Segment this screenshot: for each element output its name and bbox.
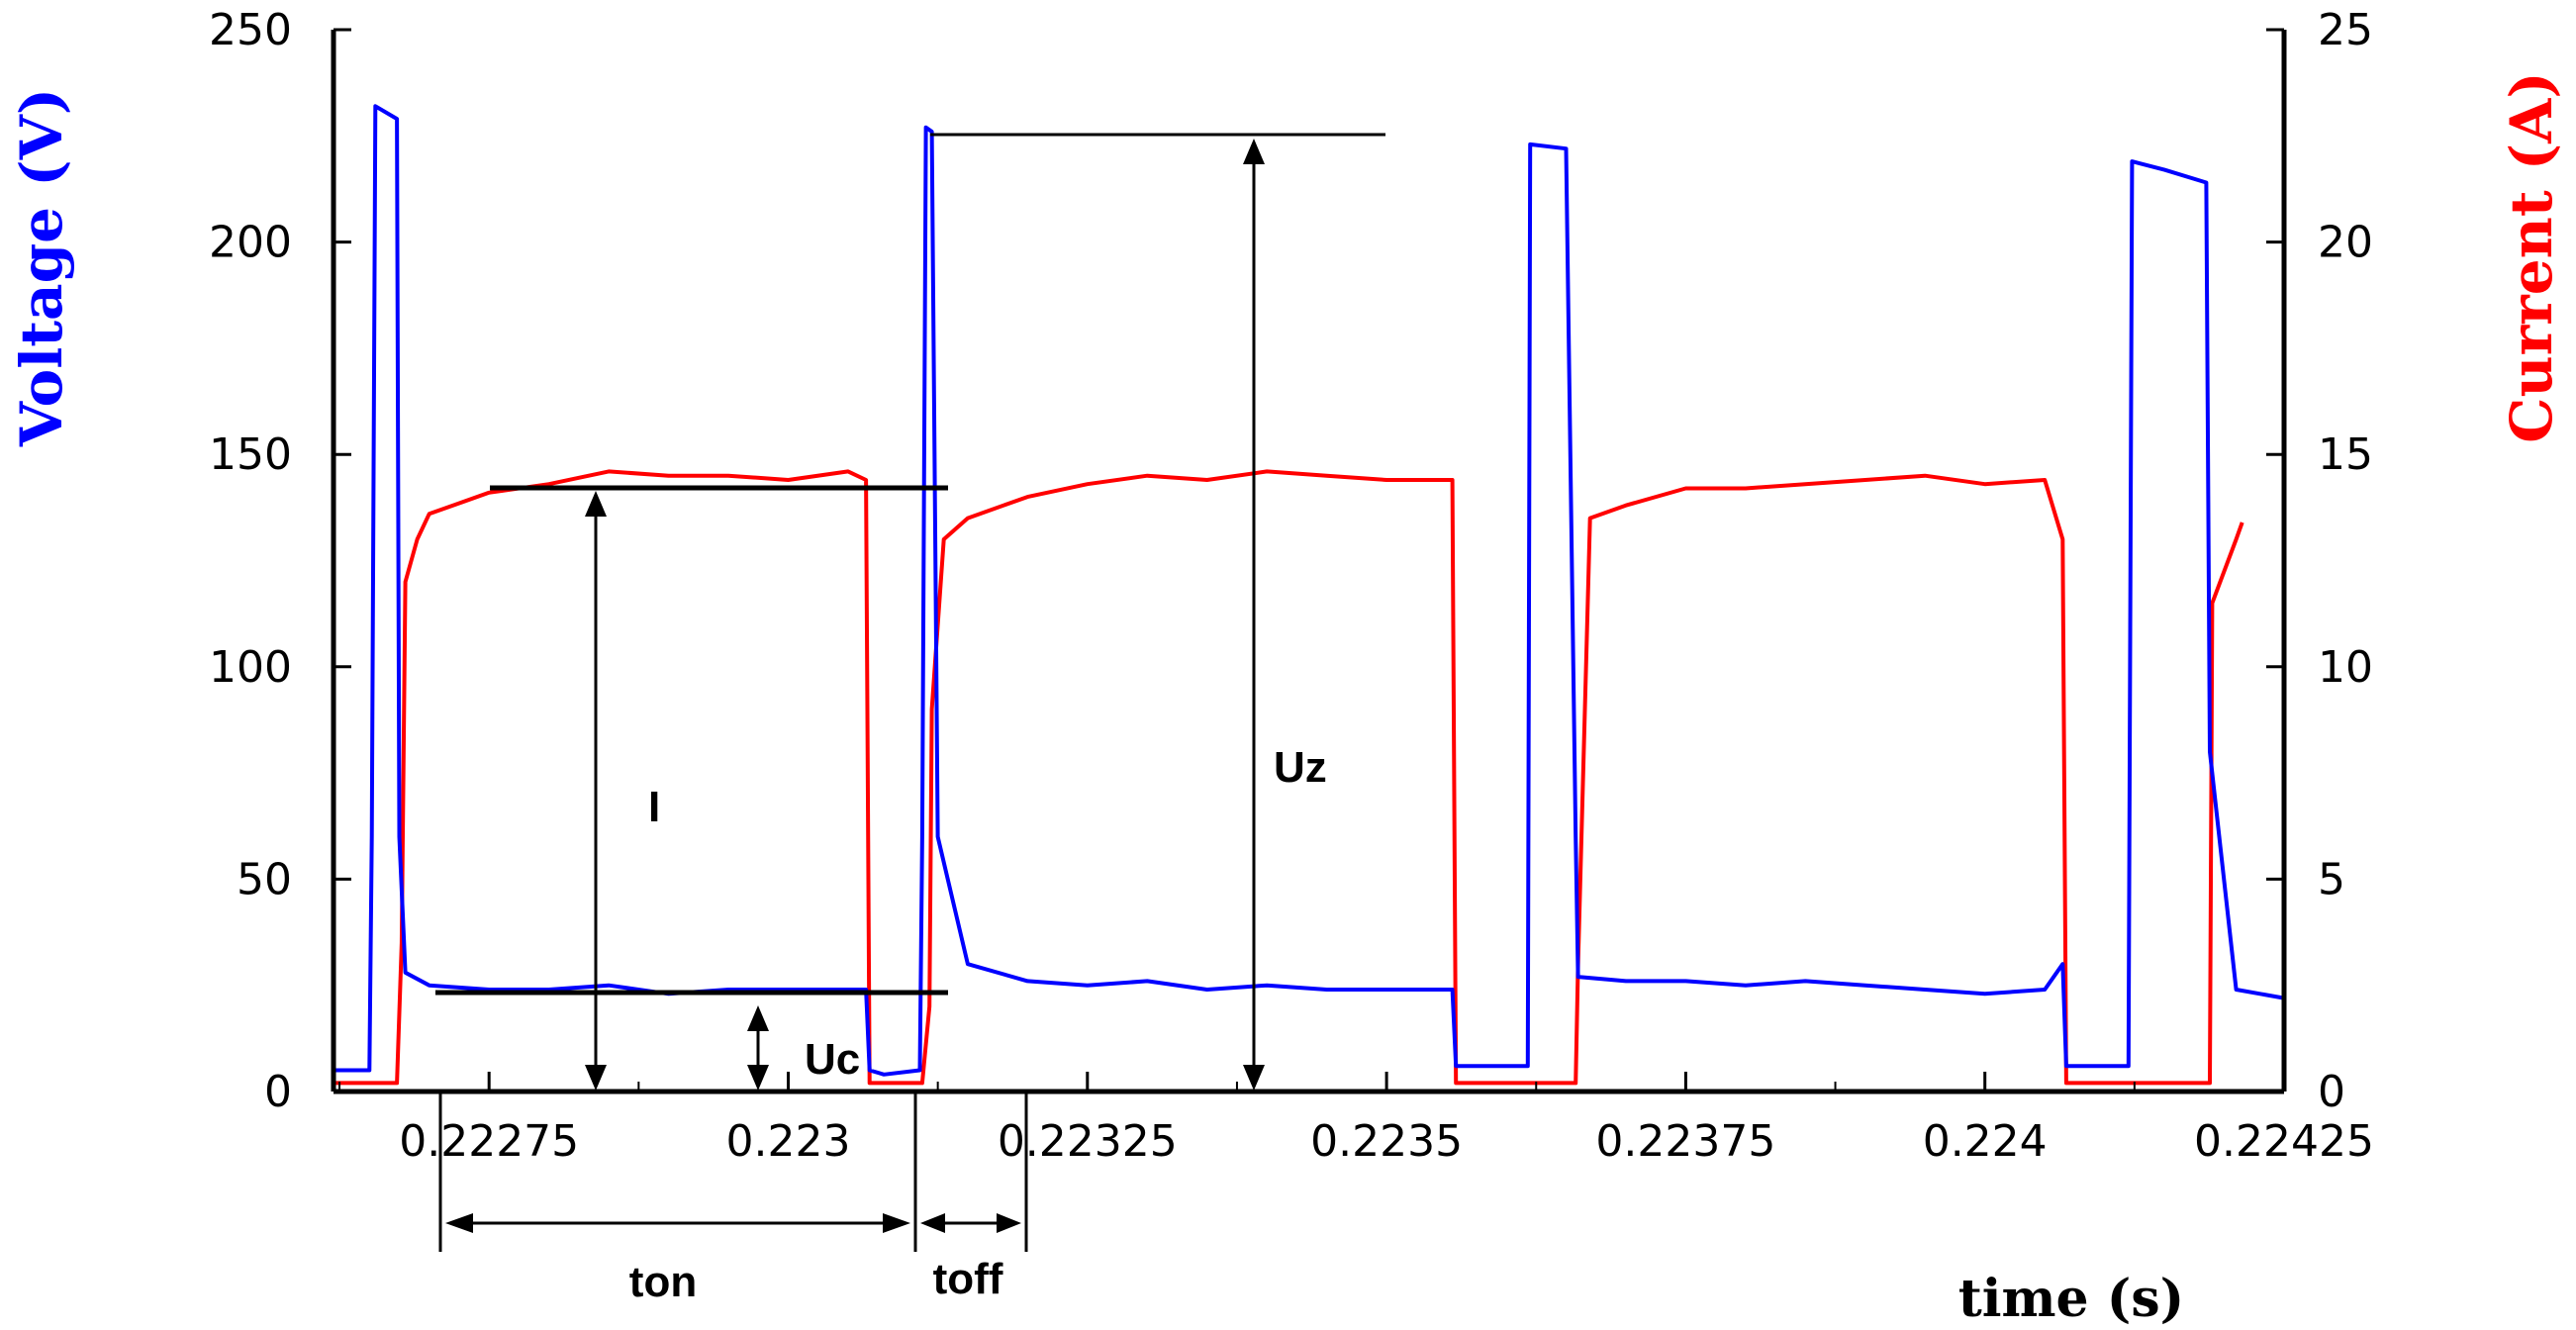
y-right-tick-label: 25 — [2318, 5, 2373, 55]
annotation-uc: Uc — [805, 1035, 860, 1084]
annotation-toff: toff — [933, 1255, 1003, 1303]
uc-arrow-head-top — [747, 1005, 769, 1031]
y-right-tick-label: 15 — [2318, 429, 2373, 480]
y-axis-left-title: Voltage (V) — [8, 88, 75, 447]
uc-arrow-head-bottom — [747, 1065, 769, 1091]
x-tick-label: 0.22375 — [1595, 1116, 1775, 1167]
y-right-tick-label: 5 — [2318, 854, 2345, 904]
y-left-tick-label: 150 — [209, 429, 292, 480]
annotations-group: I Uz Uc ton toff — [435, 133, 1385, 1306]
axes-group — [331, 30, 2287, 1094]
voltage-series-line — [334, 104, 2285, 1077]
y-right-tick-label: 10 — [2318, 642, 2373, 693]
annotation-ton: ton — [629, 1258, 697, 1306]
uz-arrow-head-top — [1243, 139, 1265, 164]
ton-arrow-head-left — [445, 1213, 473, 1233]
y-left-tick-label: 0 — [264, 1067, 292, 1117]
ton-arrow-head-right — [883, 1213, 910, 1233]
annotation-i: I — [648, 783, 660, 831]
toff-arrow-head-right — [997, 1213, 1021, 1233]
x-tick-label: 0.2235 — [1310, 1116, 1463, 1167]
x-tick-label: 0.224 — [1923, 1116, 2048, 1167]
y-right-tick-label: 20 — [2318, 218, 2373, 268]
current-series-line — [334, 469, 2244, 1086]
y-left-tick-label: 100 — [209, 642, 292, 693]
annotation-uz: Uz — [1274, 743, 1327, 792]
x-tick-label: 0.223 — [726, 1116, 851, 1167]
x-tick-label: 0.22275 — [399, 1116, 579, 1167]
y-right-tick-label: 0 — [2318, 1067, 2345, 1117]
ticks-group: 0 50 100 150 200 250 0 5 10 15 20 25 0.22275 0.223 0.2… — [209, 5, 2374, 1167]
current-arrow-head-top — [585, 491, 607, 517]
y-left-tick-label: 200 — [209, 218, 292, 268]
uz-arrow-head-bottom — [1243, 1065, 1265, 1091]
x-tick-label: 0.22325 — [998, 1116, 1178, 1167]
current-arrow-head-bottom — [585, 1065, 607, 1091]
y-axis-right-title: Current (A) — [2498, 71, 2565, 442]
toff-arrow-head-left — [920, 1213, 945, 1233]
y-left-tick-label: 50 — [237, 854, 292, 904]
series-group — [334, 104, 2285, 1086]
y-left-tick-label: 250 — [209, 5, 292, 55]
x-axis-title: time (s) — [1958, 1269, 2184, 1329]
x-tick-label: 0.22425 — [2194, 1116, 2374, 1167]
